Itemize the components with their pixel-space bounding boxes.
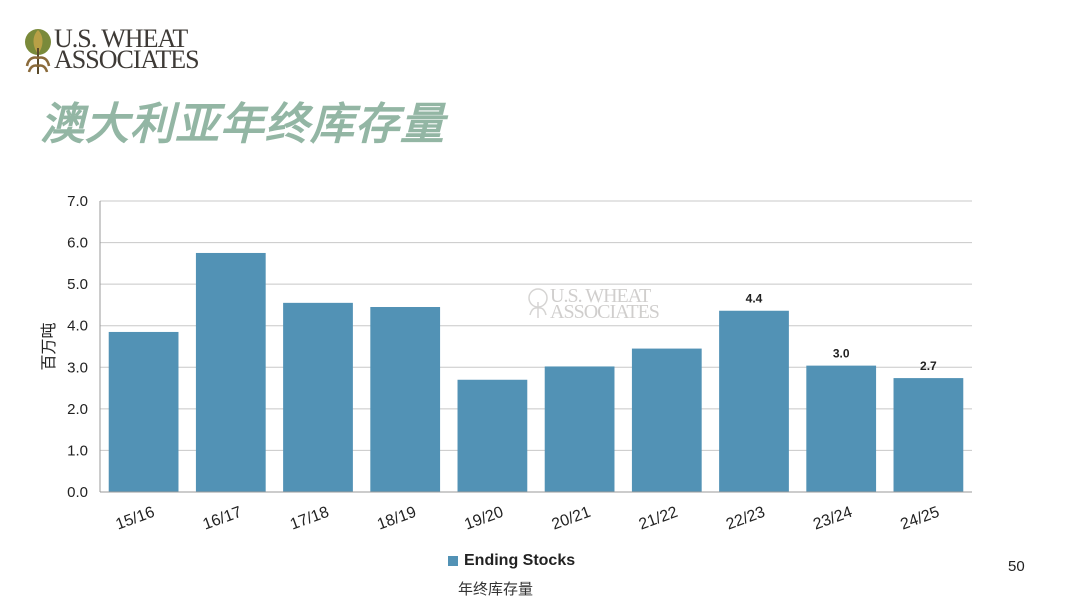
bars: [108, 252, 964, 492]
logo-line-1: U.S. WHEAT: [54, 24, 188, 53]
y-tick-label: 7.0: [67, 193, 88, 210]
x-tick-label: 22/23: [724, 504, 768, 534]
bar-15-16: [108, 331, 179, 492]
page-title: 澳大利亚年终库存量: [40, 99, 445, 150]
company-logo: U.S. WHEAT ASSOCIATES: [24, 24, 214, 78]
y-tick-label: 1.0: [67, 442, 88, 459]
x-tick-label: 24/25: [898, 504, 942, 534]
x-tick-label: 20/21: [550, 504, 594, 534]
y-tick-label: 3.0: [67, 359, 88, 376]
bar-20-21: [544, 366, 615, 492]
legend-swatch: [448, 556, 458, 566]
data-labels: 4.4 3.0 2.7: [746, 292, 937, 373]
bar-17-18: [283, 302, 353, 492]
y-tick-label: 0.0: [67, 484, 88, 501]
bar-22-23: [719, 310, 789, 492]
chart-legend: Ending Stocks: [448, 552, 575, 570]
bar-16-17: [195, 252, 266, 492]
wheat-icon: [25, 29, 51, 74]
data-label: 4.4: [746, 292, 763, 306]
data-label: 2.7: [920, 359, 937, 373]
y-axis-ticks: 0.0 1.0 2.0 3.0 4.0 5.0 6.0 7.0: [67, 193, 88, 501]
data-label: 3.0: [833, 347, 850, 361]
legend-label: Ending Stocks: [464, 552, 576, 569]
bar-chart: 4.4 3.0 2.7 0.0 1.0 2.0 3.0 4.0 5.0 6.0 7.0 15/16…: [39, 193, 972, 534]
x-tick-label: 15/16: [114, 504, 158, 534]
watermark-wheat-icon: [528, 288, 548, 318]
bar-18-19: [370, 307, 441, 492]
slide-number: 50: [1008, 558, 1025, 575]
x-tick-label: 19/20: [462, 504, 506, 534]
bar-24-25: [893, 378, 964, 492]
watermark-line-2: ASSOCIATES: [550, 301, 660, 323]
bar-19-20: [457, 379, 528, 492]
y-tick-label: 4.0: [67, 318, 88, 335]
bar-23-24: [806, 365, 877, 492]
watermark-logo: U.S. WHEAT ASSOCIATES: [528, 285, 660, 323]
y-tick-label: 5.0: [67, 276, 88, 293]
bar-21-22: [631, 348, 702, 492]
chart-caption: 年终库存量: [458, 580, 534, 598]
logo-line-2: ASSOCIATES: [54, 45, 200, 74]
x-tick-label: 23/24: [811, 504, 855, 534]
x-tick-label: 16/17: [201, 504, 245, 534]
x-tick-label: 18/19: [375, 504, 419, 534]
watermark-line-1: U.S. WHEAT: [550, 285, 651, 307]
y-tick-label: 6.0: [67, 235, 88, 252]
y-tick-label: 2.0: [67, 401, 88, 418]
x-axis-ticks: 15/16 16/17 17/18 18/19 19/20 20/21 21/22 22/23…: [114, 504, 942, 534]
x-tick-label: 17/18: [288, 504, 332, 534]
y-axis-label: 百万吨: [39, 322, 58, 370]
x-tick-label: 21/22: [637, 504, 681, 534]
